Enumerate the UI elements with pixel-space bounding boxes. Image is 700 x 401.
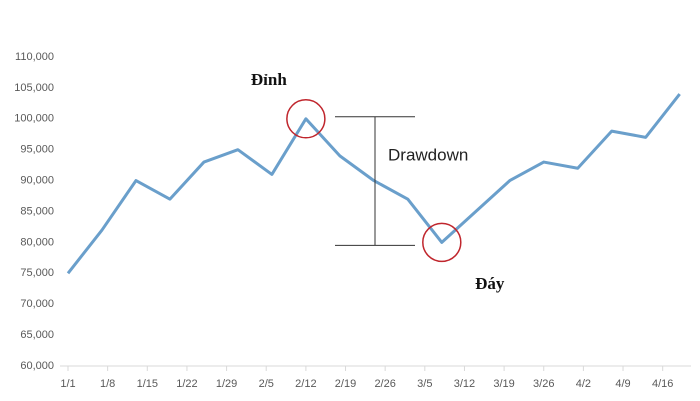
trough-label: Đáy (475, 274, 505, 293)
x-tick-label: 2/26 (374, 378, 395, 390)
peak-label: Đỉnh (251, 70, 287, 89)
y-tick-label: 75,000 (20, 267, 54, 279)
x-tick-label: 4/16 (652, 378, 673, 390)
drawdown-label: Drawdown (388, 145, 468, 164)
x-tick-label: 1/8 (100, 378, 115, 390)
x-tick-label: 3/26 (533, 378, 554, 390)
x-tick-label: 1/1 (60, 378, 75, 390)
x-tick-label: 3/19 (493, 378, 514, 390)
x-tick-label: 1/15 (137, 378, 158, 390)
trough-circle (422, 222, 462, 263)
x-tick-label: 3/5 (417, 378, 432, 390)
x-tick-label: 2/12 (295, 378, 316, 390)
y-tick-label: 110,000 (15, 51, 54, 63)
x-tick-label: 3/12 (454, 378, 475, 390)
y-tick-label: 105,000 (14, 82, 54, 94)
x-tick-label: 4/9 (615, 378, 630, 390)
y-tick-label: 65,000 (20, 329, 54, 341)
peak-circle (286, 99, 326, 139)
y-tick-label: 80,000 (20, 236, 54, 248)
x-tick-label: 1/29 (216, 378, 237, 390)
y-tick-label: 95,000 (20, 144, 54, 156)
y-tick-label: 70,000 (20, 298, 54, 310)
y-tick-label: 90,000 (20, 175, 54, 187)
line (66, 93, 681, 275)
y-tick-label: 100,000 (14, 113, 54, 125)
y-tick-label: 60,000 (20, 360, 54, 372)
x-tick-label: 2/19 (335, 378, 356, 390)
x-tick-label: 2/5 (259, 378, 274, 390)
x-tick-label: 4/2 (576, 378, 591, 390)
y-tick-label: 85,000 (20, 205, 54, 217)
x-tick-label: 1/22 (176, 378, 197, 390)
